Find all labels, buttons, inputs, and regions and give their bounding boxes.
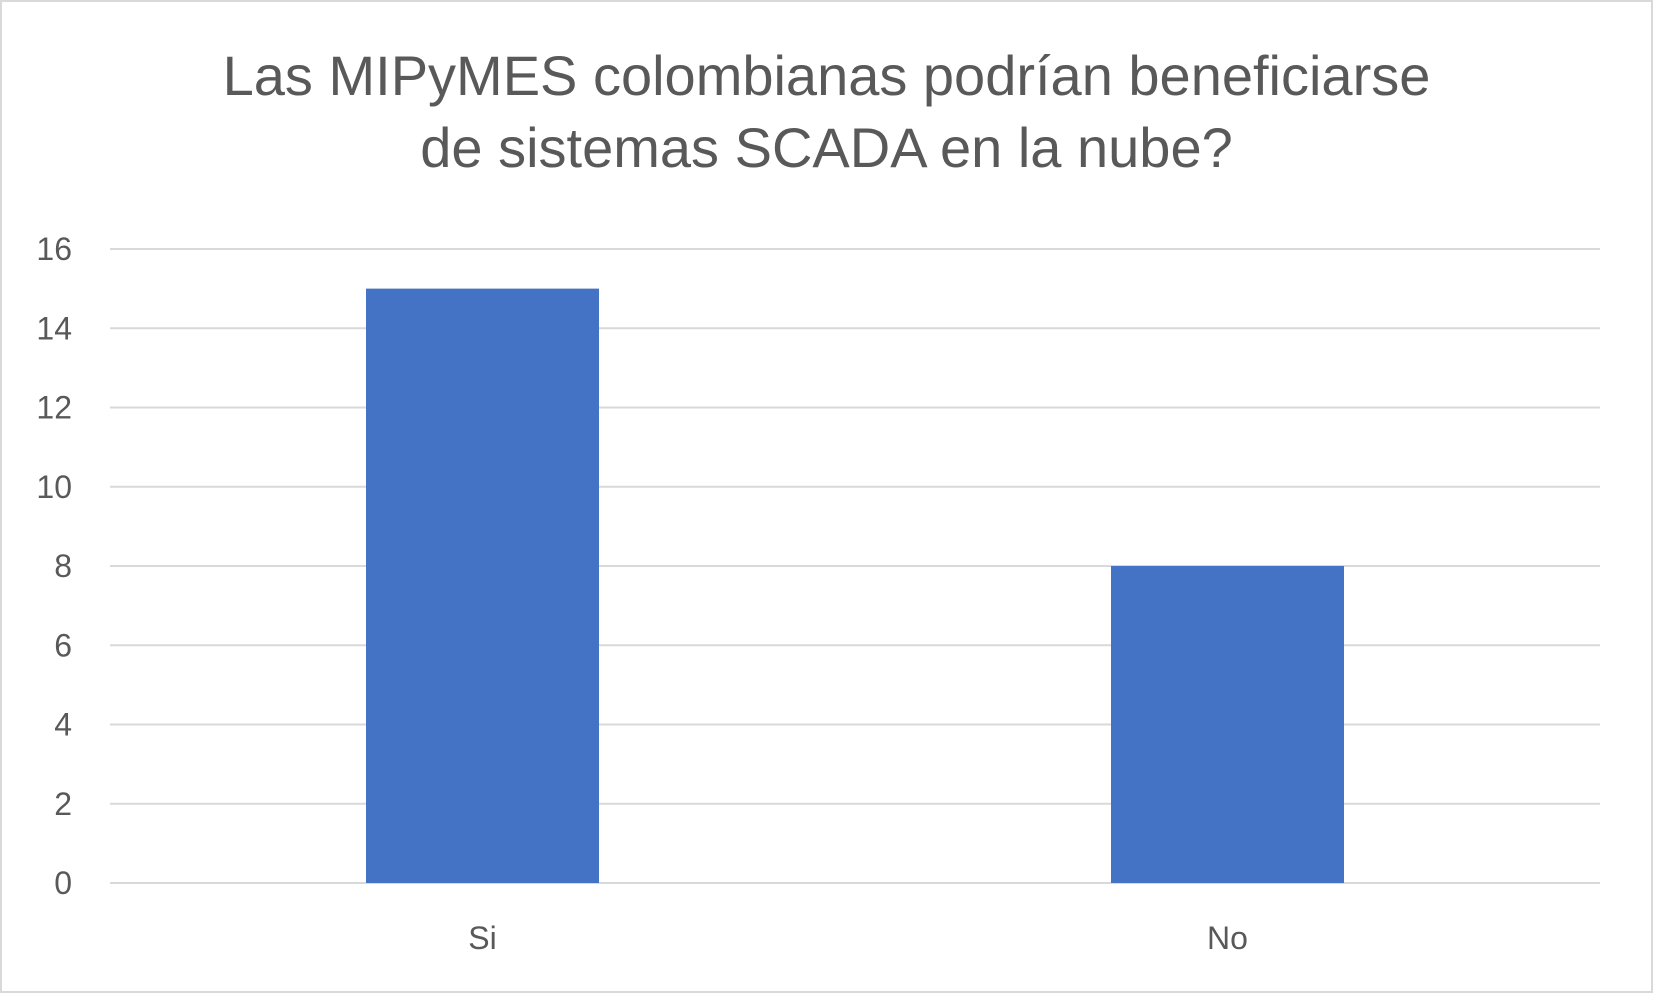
chart-title-line-2: de sistemas SCADA en la nube?: [420, 116, 1233, 179]
y-tick-label: 8: [54, 548, 72, 584]
y-tick-label: 10: [36, 469, 72, 505]
x-category-label: Si: [468, 920, 496, 956]
y-tick-label: 0: [54, 865, 72, 901]
x-category-label: No: [1207, 920, 1248, 956]
bar-si: [366, 288, 599, 883]
chart-title: Las MIPyMES colombianas podrían benefici…: [0, 40, 1653, 184]
y-tick-label: 6: [54, 627, 72, 663]
y-tick-label: 2: [54, 786, 72, 822]
y-tick-label: 4: [54, 707, 72, 743]
chart-title-line-1: Las MIPyMES colombianas podrían benefici…: [222, 44, 1431, 107]
bar-no: [1111, 566, 1344, 883]
y-tick-label: 14: [36, 310, 72, 346]
y-tick-label: 16: [36, 231, 72, 267]
y-tick-label: 12: [36, 390, 72, 426]
